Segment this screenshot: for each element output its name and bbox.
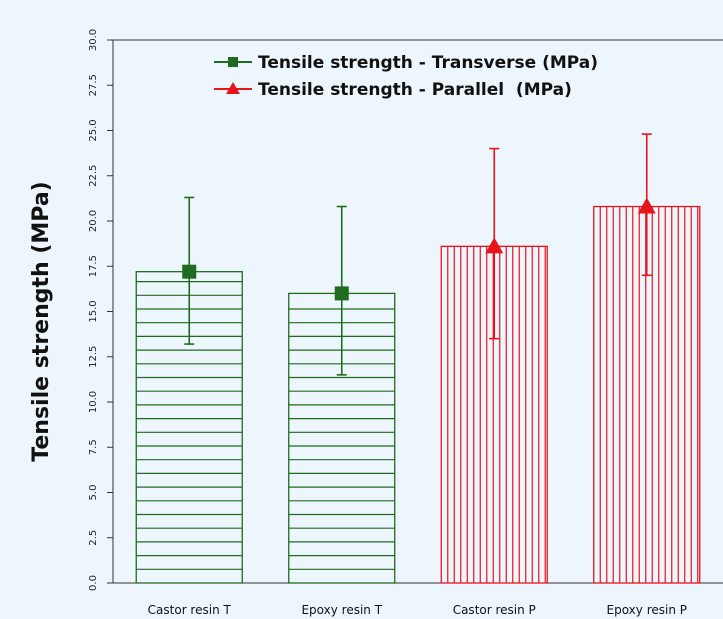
markers: [182, 197, 656, 301]
y-tick-label: 12.5: [88, 346, 99, 368]
legend-item: Tensile strength - Transverse (MPa): [214, 53, 598, 73]
y-tick-label: 10.0: [88, 391, 99, 413]
y-axis-label: Tensile strength (MPa): [29, 181, 54, 461]
y-tick-label: 20.0: [88, 210, 99, 232]
y-tick-label: 25.0: [88, 119, 99, 141]
y-tick-label: 15.0: [88, 300, 99, 322]
y-ticks: 0.0 2.5 5.0 7.5 10.0 12.5 15.0 17.5 20.0 22.5 25.0…: [88, 29, 113, 591]
bar: [593, 205, 701, 584]
legend-marker-square: [228, 57, 238, 67]
data-point-marker: [182, 264, 197, 279]
axes: [112, 39, 723, 584]
category-label: Castor resin P: [453, 603, 536, 617]
legend-item: Tensile strength - Parallel (MPa): [214, 80, 572, 100]
category-label: Epoxy resin T: [301, 603, 382, 617]
error-bars: [184, 133, 652, 376]
legend-marker-triangle: [226, 82, 240, 94]
y-tick-label: 7.5: [88, 439, 99, 455]
category-label: Castor resin T: [148, 603, 232, 617]
y-tick-label: 5.0: [88, 485, 99, 501]
legend-label: Tensile strength - Parallel (MPa): [258, 80, 572, 100]
legend-label: Tensile strength - Transverse (MPa): [258, 53, 598, 73]
y-tick-label: 2.5: [88, 530, 99, 546]
data-point-marker: [485, 237, 504, 254]
y-tick-label: 27.5: [88, 74, 99, 96]
y-tick-label: 0.0: [88, 575, 99, 591]
category-label: Epoxy resin P: [607, 603, 687, 617]
bars: [135, 205, 701, 584]
data-point-marker: [637, 197, 656, 214]
y-tick-label: 30.0: [88, 29, 99, 51]
data-point-marker: [334, 286, 349, 301]
category-labels: Castor resin T Epoxy resin T Castor resin …: [148, 603, 687, 617]
bar: [440, 245, 548, 584]
legend: Tensile strength - Transverse (MPa) Tensi…: [214, 53, 598, 100]
y-tick-label: 17.5: [88, 255, 99, 277]
y-tick-label: 22.5: [88, 165, 99, 187]
